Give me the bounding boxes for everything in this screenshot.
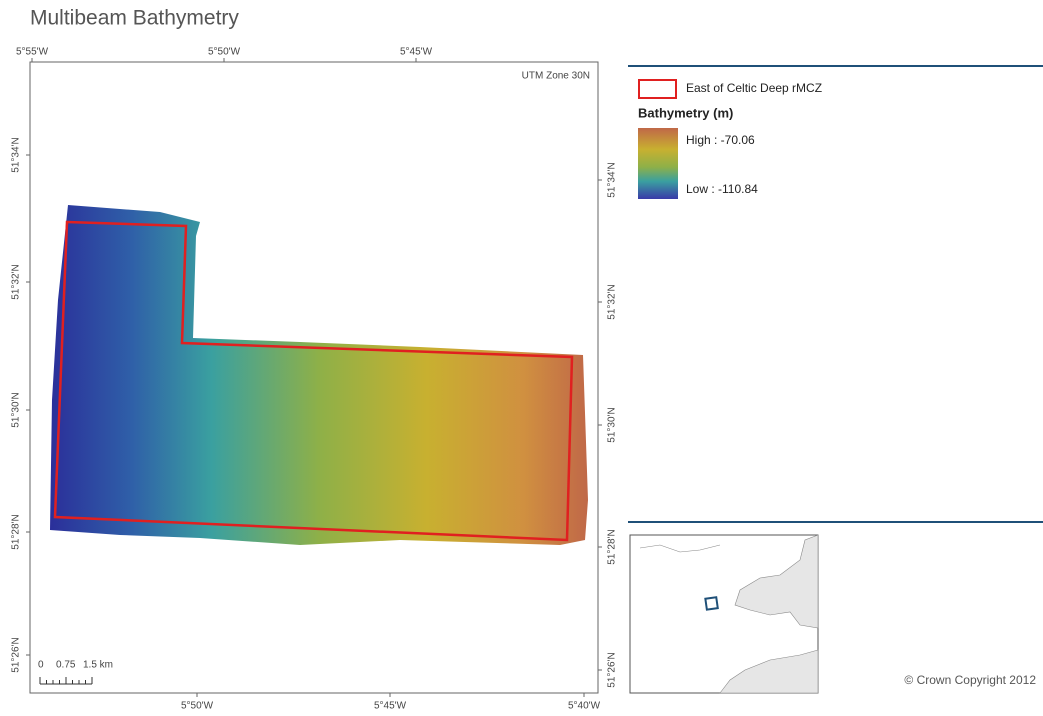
title: Multibeam Bathymetry	[30, 7, 239, 30]
scale-label: 0	[38, 660, 44, 671]
legend-low: Low : -110.84	[686, 182, 758, 196]
colour-ramp	[638, 128, 678, 199]
boundary-swatch	[639, 80, 676, 98]
top-label: 5°55'W	[16, 47, 49, 58]
copyright: © Crown Copyright 2012	[904, 673, 1036, 687]
inset-map	[630, 535, 818, 693]
bottom-label: 5°50'W	[181, 701, 214, 712]
left-label: 51°26'N	[11, 637, 22, 672]
left-label: 51°32'N	[11, 264, 22, 299]
right-label: 51°34'N	[607, 162, 618, 197]
legend-label: East of Celtic Deep rMCZ	[686, 81, 822, 95]
top-label: 5°50'W	[208, 47, 241, 58]
scale-label: 0.75	[56, 660, 76, 671]
projection-label: UTM Zone 30N	[522, 71, 590, 82]
right-label: 51°32'N	[607, 284, 618, 319]
bottom-label: 5°40'W	[568, 701, 601, 712]
map-page: Multibeam Bathymetry 5°55'W 5°50'W 5°45'W 5…	[0, 0, 1043, 716]
left-label: 51°28'N	[11, 514, 22, 549]
right-label: 51°30'N	[607, 407, 618, 442]
top-label: 5°45'W	[400, 47, 433, 58]
scale-label: 1.5 km	[83, 660, 113, 671]
bottom-label: 5°45'W	[374, 701, 407, 712]
right-label: 51°28'N	[607, 529, 618, 564]
legend-heading: Bathymetry (m)	[638, 105, 733, 120]
left-label: 51°34'N	[11, 137, 22, 172]
legend-high: High : -70.06	[686, 133, 755, 147]
right-label: 51°26'N	[607, 652, 618, 687]
left-label: 51°30'N	[11, 392, 22, 427]
